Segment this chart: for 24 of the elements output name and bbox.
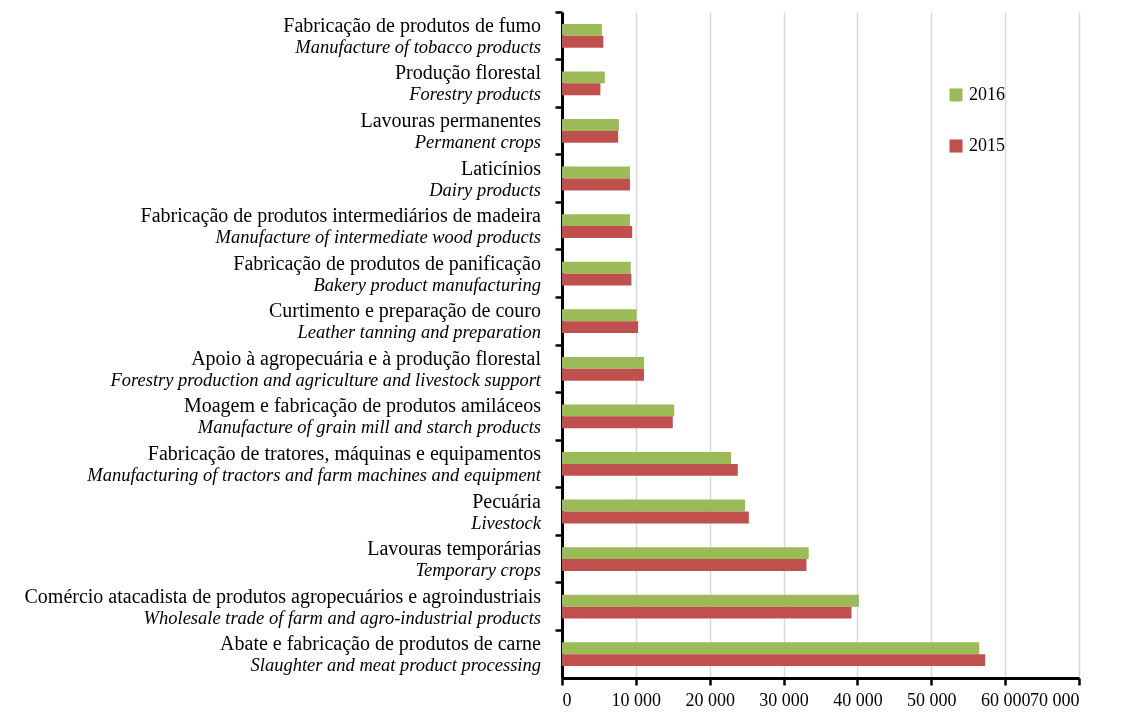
legend-label: 2015	[969, 135, 1005, 155]
category-label: Lavouras temporárias Temporary crops	[367, 537, 541, 581]
category-label: Fabricação de produtos de panificação Bakery product manufacturing	[233, 251, 541, 295]
x-tick-label: 10 000	[611, 689, 662, 710]
category-label: Curtimento e preparação de couro Leather tanning and preparation	[268, 299, 541, 343]
category-label: Fabricação de produtos de fumo Manufacture of tobacco products	[283, 13, 541, 57]
category-label: Moagem e fabricação de produtos amiláceos Manufacture of grain mill and starch products	[183, 394, 541, 438]
legend-label: 2016	[969, 84, 1005, 104]
x-tick-label: 60 000	[980, 689, 1031, 710]
category-label: Comércio atacadista de produtos agropecuários e agroindustriais Wholesale trade of farm and agro-industrial products	[24, 584, 541, 628]
category-label: Laticínios Dairy products	[429, 156, 541, 200]
category-label: Pecuária Livestock	[471, 489, 541, 533]
x-tick-label: 40 000	[833, 689, 883, 710]
x-tick-label: 20 000	[685, 689, 735, 710]
x-tick-label: 50 000	[907, 689, 957, 710]
category-label: Produção florestal Forestry products	[394, 61, 541, 105]
category-label: Apoio à agropecuária e à produção florestal Forestry production and agriculture and livestock support	[110, 346, 541, 390]
category-label: Lavouras permanentes Permanent crops	[360, 108, 541, 152]
x-tick-label: 30 000	[759, 689, 809, 710]
x-tick-label: 0	[562, 689, 572, 710]
x-tick-label: 70 000	[1030, 689, 1080, 710]
category-label: Abate e fabricação de produtos de carne Slaughter and meat product processing	[220, 632, 541, 676]
category-label: Fabricação de tratores, máquinas e equipamentos Manufacturing of tractors and farm machines and equipment	[87, 441, 541, 485]
category-label: Fabricação de produtos intermediários de madeira Manufacture of intermediate wood products	[140, 204, 541, 248]
